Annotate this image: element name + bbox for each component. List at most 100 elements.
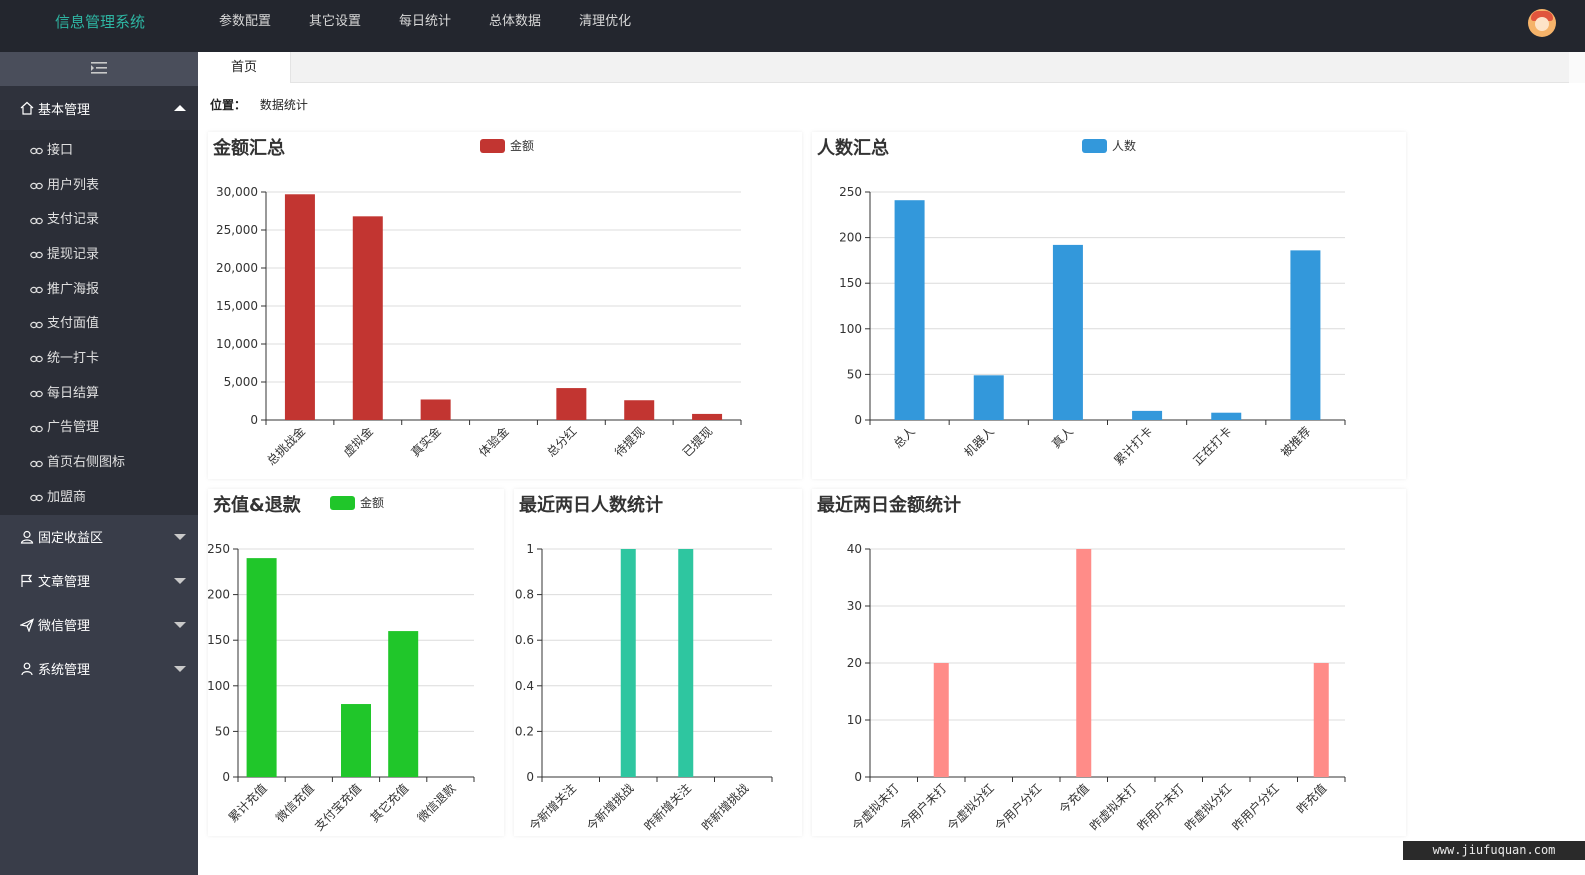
y-tick-label: 0.8 — [515, 588, 534, 602]
bar — [556, 388, 587, 420]
y-tick-label: 250 — [839, 185, 862, 199]
y-tick-label: 50 — [847, 367, 862, 381]
breadcrumb-value[interactable]: 数据统计 — [259, 98, 308, 112]
top-nav-other-settings[interactable]: 其它设置 — [309, 14, 362, 29]
sidebar-item[interactable]: 首页右侧图标 — [0, 443, 198, 478]
caret-down-icon — [174, 665, 186, 672]
link-icon — [30, 179, 43, 190]
tab-bar: 首页 — [198, 52, 1585, 83]
bar — [1132, 410, 1163, 420]
y-tick-label: 200 — [839, 231, 862, 245]
x-tick-label: 总人 — [891, 424, 918, 451]
avatar[interactable] — [1528, 9, 1556, 37]
sidebar-item[interactable]: 提现记录 — [0, 235, 198, 270]
x-tick-label: 虚拟金 — [340, 424, 376, 460]
x-tick-label: 体验金 — [476, 424, 512, 460]
bar — [973, 375, 1004, 420]
y-tick-label: 20 — [847, 656, 862, 670]
sidebar-item[interactable]: 每日结算 — [0, 374, 198, 409]
tab-home[interactable]: 首页 — [198, 52, 291, 83]
sidebar-item-label: 提现记录 — [47, 246, 100, 262]
sidebar-group-0[interactable]: 基本管理 — [0, 86, 198, 130]
top-nav-overall-data[interactable]: 总体数据 — [489, 14, 542, 29]
chart-legend[interactable]: 金额 — [330, 494, 384, 511]
chart-legend[interactable]: 人数 — [1082, 137, 1136, 154]
y-tick-label: 0 — [222, 770, 230, 784]
person-icon — [20, 662, 34, 676]
chart-svg: 0 0.2 0.4 0.6 0.8 1 今新增关注 今新增挑战 昨新增关注 昨新增挑战 — [515, 542, 773, 834]
link-icon — [30, 283, 43, 294]
x-tick-label: 被推荐 — [1278, 424, 1313, 459]
chart-panel-twoday-people: 0 0.2 0.4 0.6 0.8 1 今新增关注 今新增挑战 昨新增关注 昨新增挑战 最近两日人… — [514, 489, 802, 836]
brand-title[interactable]: 信息管理系统 — [54, 13, 145, 31]
sidebar-toggle-button[interactable] — [0, 52, 198, 86]
y-tick-label: 25,000 — [216, 223, 258, 237]
top-nav-params[interactable]: 参数配置 — [219, 14, 272, 29]
top-nav-daily-stats[interactable]: 每日统计 — [399, 14, 452, 29]
sidebar-group-label: 基本管理 — [38, 102, 91, 118]
sidebar-item[interactable]: 支付面值 — [0, 304, 198, 339]
sidebar-item[interactable]: 推广海报 — [0, 270, 198, 305]
legend-label: 人数 — [1112, 139, 1137, 153]
sidebar-group-label: 固定收益区 — [38, 531, 104, 547]
bar — [388, 631, 419, 777]
sidebar-item-label: 加盟商 — [47, 489, 87, 505]
x-tick-label: 待提现 — [611, 424, 647, 460]
y-tick-label: 150 — [839, 276, 862, 290]
sidebar-item[interactable]: 用户列表 — [0, 166, 198, 201]
chart-title: 人数汇总 — [817, 138, 889, 159]
bar — [246, 558, 277, 777]
bar — [352, 216, 383, 420]
breadcrumb-label: 位置： — [210, 98, 247, 112]
y-tick-label: 0 — [250, 413, 258, 427]
sidebar-item[interactable]: 广告管理 — [0, 409, 198, 444]
sidebar-group-label: 微信管理 — [38, 619, 91, 635]
y-tick-label: 150 — [208, 633, 230, 647]
legend-swatch — [1082, 138, 1107, 153]
link-icon — [30, 491, 43, 502]
bar — [933, 663, 949, 777]
link-icon — [30, 457, 43, 467]
chart-panel-amount: 0 5,000 10,000 15,000 20,000 25,000 30,000 总挑战金… — [208, 132, 802, 479]
y-tick-label: 5,000 — [224, 375, 258, 389]
x-tick-label: 累计打卡 — [1111, 424, 1155, 468]
y-tick-label: 0 — [526, 770, 534, 784]
sidebar-menu: 基本管理接口用户列表 支付记录提现记录推广海报支付面值统一打卡每日结算广告管理首页… — [0, 86, 198, 691]
sidebar-group-4[interactable]: 系统管理 — [0, 647, 198, 691]
caret-down-icon — [174, 577, 186, 584]
bar — [1211, 412, 1242, 420]
sidebar-item-label: 支付面值 — [47, 316, 100, 332]
sidebar-group-3[interactable]: 微信管理 — [0, 603, 198, 647]
sidebar-item-label: 广告管理 — [47, 420, 100, 436]
sidebar-item-label: 每日结算 — [47, 385, 100, 401]
sidebar-item-label: 推广海报 — [47, 281, 100, 297]
chart-title: 最近两日人数统计 — [519, 495, 663, 516]
sidebar-group-1[interactable]: 固定收益区 — [0, 515, 198, 559]
y-tick-label: 15,000 — [216, 299, 258, 313]
link-icon — [30, 144, 43, 155]
sidebar-item[interactable]: 接口 — [0, 131, 198, 166]
top-nav: 参数配置 其它设置 每日统计 总体数据 清理优化 — [200, 0, 650, 44]
bar — [284, 194, 315, 420]
chart-svg: 0 50 100 150 200 250 总人 机器人 真人 累计打卡 正在打卡 被推荐 — [839, 185, 1346, 468]
sidebar-item-label: 接口 — [47, 142, 74, 158]
top-nav-cleanup[interactable]: 清理优化 — [579, 14, 632, 29]
chart-legend[interactable]: 金额 — [480, 137, 534, 154]
watermark: www.jiufuquan.com — [1403, 841, 1585, 860]
x-tick-label: 昨虚拟分红 — [1181, 781, 1234, 834]
x-tick-label: 昨用户分红 — [1229, 781, 1282, 834]
legend-swatch — [330, 495, 355, 510]
link-icon — [30, 318, 43, 328]
bar — [1076, 549, 1092, 777]
send-icon — [20, 617, 34, 632]
breadcrumb: 位置： 数据统计 — [210, 96, 308, 113]
chart-title: 金额汇总 — [213, 138, 285, 159]
sidebar-group-2[interactable]: 文章管理 — [0, 559, 198, 603]
sidebar-item[interactable]: 加盟商 — [0, 478, 198, 513]
y-tick-label: 30,000 — [216, 185, 258, 199]
bar — [1313, 663, 1329, 777]
link-icon — [30, 387, 43, 398]
y-tick-label: 0 — [854, 413, 862, 427]
sidebar-item[interactable]: 支付记录 — [0, 200, 198, 235]
sidebar-item[interactable]: 统一打卡 — [0, 339, 198, 374]
